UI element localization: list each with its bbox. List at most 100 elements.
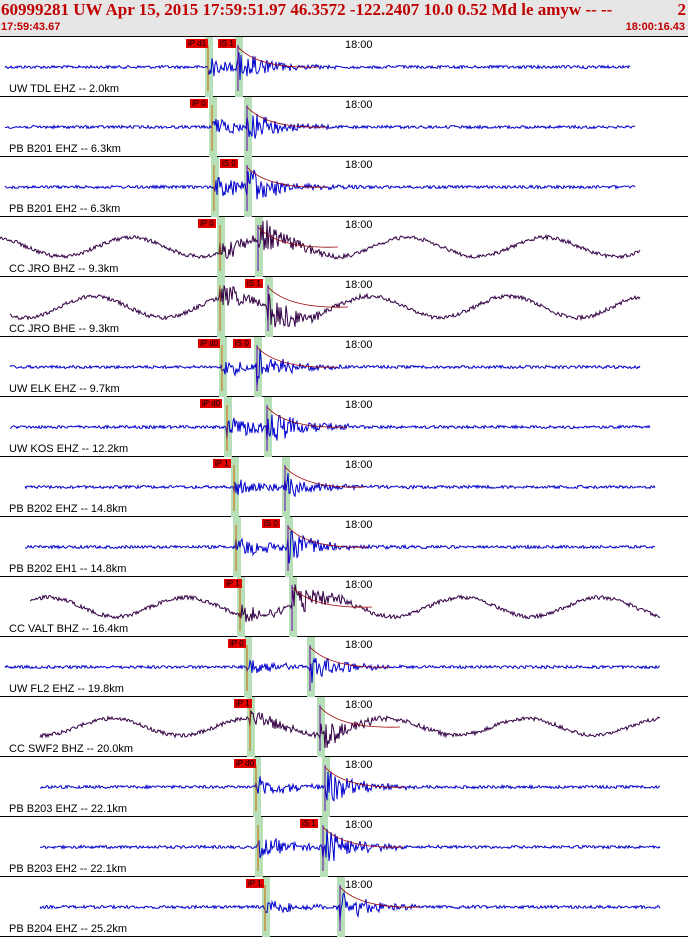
p-window-band <box>209 97 217 157</box>
p-window-band <box>237 577 245 637</box>
waveform-canvas <box>39 817 661 877</box>
station-label: PB B203 EHZ -- 22.1km <box>9 803 127 815</box>
s-window-band <box>244 157 252 217</box>
coda-curve <box>324 766 406 788</box>
event-header: 60999281 UW Apr 15, 2015 17:59:51.97 46.… <box>0 0 688 37</box>
phase-pick-tag[interactable]: iP d1 <box>186 39 209 48</box>
waveform-canvas <box>4 97 636 157</box>
trace-panel[interactable]: 18:00 iP 1 CC VALT BHZ -- 16.4km <box>0 577 688 637</box>
seismic-waveform <box>9 285 641 328</box>
station-label: UW KOS EHZ -- 12.2km <box>9 443 129 455</box>
trace-panel[interactable]: 18:00 iP 0 CC JRO BHZ -- 9.3km <box>0 217 688 277</box>
seismic-waveform <box>0 220 641 260</box>
trace-panel[interactable]: 18:00 iP 0 PB B201 EHZ -- 6.3km <box>0 97 688 157</box>
trace-panel[interactable]: 18:00 iS 0 PB B201 EH2 -- 6.3km <box>0 157 688 217</box>
phase-pick-tag[interactable]: iS 0 <box>233 339 251 348</box>
coda-curve <box>246 166 328 188</box>
time-mark: 18:00 <box>345 819 373 831</box>
p-window-band <box>247 697 255 757</box>
station-label: PB B204 EHZ -- 25.2km <box>9 923 127 935</box>
s-window-band <box>289 577 297 637</box>
phase-pick-tag[interactable]: iP 0 <box>198 219 216 228</box>
time-mark: 18:00 <box>345 339 373 351</box>
waveform-canvas <box>9 277 641 337</box>
trace-panel[interactable]: 18:00 iP d0 UW KOS EHZ -- 12.2km <box>0 397 688 457</box>
window-start-time: 17:59:43.67 <box>1 21 61 33</box>
phase-pick-tag[interactable]: iP 1 <box>213 459 231 468</box>
seismic-waveform <box>4 169 636 200</box>
station-label: PB B203 EH2 -- 22.1km <box>9 863 127 875</box>
station-label: PB B201 EH2 -- 6.3km <box>9 203 121 215</box>
seismic-waveform <box>4 52 631 81</box>
trace-panel[interactable]: 18:00 iS 1 PB B203 EH2 -- 22.1km <box>0 817 688 877</box>
seismic-waveform <box>39 891 661 923</box>
s-window-band <box>235 37 243 97</box>
time-mark: 18:00 <box>345 279 373 291</box>
station-label: UW TDL EHZ -- 2.0km <box>9 83 120 95</box>
trace-panel[interactable]: 18:00 iP 1 PB B202 EHZ -- 14.8km <box>0 457 688 517</box>
station-label: CC SWF2 BHZ -- 20.0km <box>9 743 134 755</box>
trace-panel[interactable]: 18:00 iP d1 iS 1 UW TDL EHZ -- 2.0km <box>0 37 688 97</box>
phase-pick-tag[interactable]: iP 0 <box>228 639 246 648</box>
trace-panel[interactable]: 18:00 iS 0 PB B202 EH1 -- 14.8km <box>0 517 688 577</box>
time-mark: 18:00 <box>345 399 373 411</box>
station-label: PB B202 EHZ -- 14.8km <box>9 503 127 515</box>
waveform-canvas <box>4 637 661 697</box>
time-mark: 18:00 <box>345 159 373 171</box>
s-window-band <box>254 337 262 397</box>
s-window-band <box>322 757 330 817</box>
waveform-canvas <box>24 517 656 577</box>
coda-curve <box>339 886 421 908</box>
trace-panel[interactable]: 18:00 iP 0 UW FL2 EHZ -- 19.8km <box>0 637 688 697</box>
seismic-waveform <box>39 771 661 802</box>
coda-curve <box>322 826 404 848</box>
station-label: CC JRO BHE -- 9.3km <box>9 323 120 335</box>
phase-pick-tag[interactable]: iS 0 <box>220 159 238 168</box>
phase-pick-tag[interactable]: iP 1 <box>246 879 264 888</box>
station-label: UW FL2 EHZ -- 19.8km <box>9 683 124 695</box>
phase-pick-tag[interactable]: iS 1 <box>245 279 263 288</box>
time-mark: 18:00 <box>345 699 373 711</box>
header-right-value: 2 <box>677 0 687 19</box>
coda-curve <box>246 106 328 128</box>
station-label: CC VALT BHZ -- 16.4km <box>9 623 129 635</box>
coda-curve <box>319 706 401 728</box>
station-label: PB B202 EH1 -- 14.8km <box>9 563 127 575</box>
station-label: UW ELK EHZ -- 9.7km <box>9 383 120 395</box>
time-mark: 18:00 <box>345 579 373 591</box>
waveform-canvas <box>39 757 661 817</box>
phase-pick-tag[interactable]: iS 1 <box>218 39 236 48</box>
phase-pick-tag[interactable]: iP d0 <box>234 759 257 768</box>
seismogram-panel-stack: 18:00 iP d1 iS 1 UW TDL EHZ -- 2.0km 18:00 iP… <box>0 37 688 938</box>
phase-pick-tag[interactable]: iP 1 <box>234 699 252 708</box>
seismic-waveform <box>39 829 661 862</box>
waveform-canvas <box>9 397 651 457</box>
station-label: CC JRO BHZ -- 9.3km <box>9 263 119 275</box>
phase-pick-tag[interactable]: iP 1 <box>224 579 242 588</box>
waveform-canvas <box>39 877 661 937</box>
seismic-waveform <box>24 473 656 498</box>
time-mark: 18:00 <box>345 879 373 891</box>
coda-curve <box>267 286 349 308</box>
p-window-band <box>205 37 213 97</box>
time-mark: 18:00 <box>345 519 373 531</box>
trace-panel[interactable]: 18:00 iP d0 iS 0 UW ELK EHZ -- 9.7km <box>0 337 688 397</box>
phase-pick-tag[interactable]: iP d0 <box>198 339 221 348</box>
trace-panel[interactable]: 18:00 iP 1 CC SWF2 BHZ -- 20.0km <box>0 697 688 757</box>
waveform-canvas <box>9 337 641 397</box>
phase-pick-tag[interactable]: iS 1 <box>300 819 318 828</box>
coda-curve <box>287 526 369 548</box>
p-window-band <box>244 637 252 697</box>
trace-panel[interactable]: 18:00 iP d0 PB B203 EHZ -- 22.1km <box>0 757 688 817</box>
time-mark: 18:00 <box>345 759 373 771</box>
phase-pick-tag[interactable]: iP 0 <box>190 99 208 108</box>
phase-pick-tag[interactable]: iP d0 <box>200 399 223 408</box>
phase-pick-tag[interactable]: iS 0 <box>262 519 280 528</box>
s-window-band <box>285 517 293 577</box>
p-window-band <box>219 337 227 397</box>
trace-panel[interactable]: 18:00 iP 1 PB B204 EHZ -- 25.2km <box>0 877 688 937</box>
time-mark: 18:00 <box>345 639 373 651</box>
waveform-canvas <box>4 37 631 97</box>
trace-panel[interactable]: 18:00 iS 1 CC JRO BHE -- 9.3km <box>0 277 688 337</box>
seismic-waveform <box>9 414 651 442</box>
